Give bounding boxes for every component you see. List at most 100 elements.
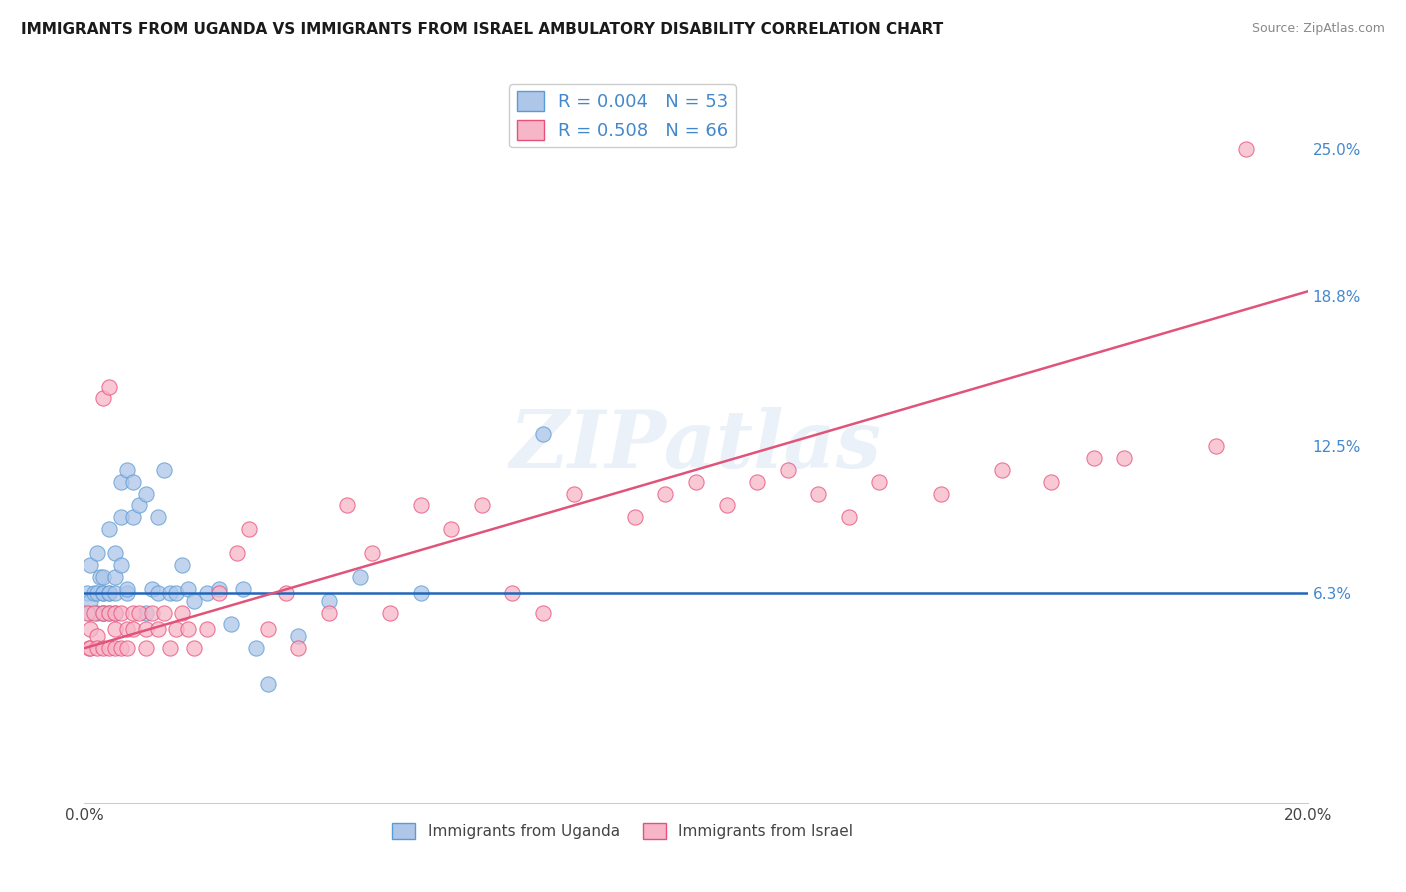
Point [86, 586, 108, 600]
Point [86, 641, 108, 656]
Point [177, 622, 200, 636]
Point [83, 606, 105, 620]
Point [89, 570, 111, 584]
Point [624, 510, 647, 524]
Point [195, 586, 218, 600]
Point [807, 486, 830, 500]
Point [77, 641, 100, 656]
Point [716, 499, 738, 513]
Point [440, 522, 463, 536]
Point [86, 606, 108, 620]
Point [276, 586, 298, 600]
Text: ZIPatlas: ZIPatlas [510, 408, 882, 484]
Point [86, 629, 108, 643]
Point [104, 622, 127, 636]
Point [257, 622, 280, 636]
Point [141, 582, 163, 596]
Point [110, 510, 132, 524]
Point [79, 593, 101, 607]
Point [336, 499, 359, 513]
Point [115, 463, 138, 477]
Point [685, 475, 707, 489]
Point [97, 606, 120, 620]
Point [91, 606, 114, 620]
Point [97, 586, 120, 600]
Point [929, 486, 952, 500]
Point [165, 622, 187, 636]
Point [153, 463, 176, 477]
Point [97, 586, 120, 600]
Point [226, 546, 249, 560]
Point [91, 641, 114, 656]
Point [1114, 450, 1136, 465]
Text: IMMIGRANTS FROM UGANDA VS IMMIGRANTS FROM ISRAEL AMBULATORY DISABILITY CORRELATI: IMMIGRANTS FROM UGANDA VS IMMIGRANTS FRO… [21, 22, 943, 37]
Point [183, 593, 205, 607]
Point [146, 586, 169, 600]
Point [172, 558, 194, 572]
Point [287, 629, 309, 643]
Point [135, 622, 157, 636]
Point [195, 622, 218, 636]
Point [110, 558, 132, 572]
Point [91, 392, 114, 406]
Point [76, 606, 98, 620]
Point [97, 606, 120, 620]
Point [115, 622, 138, 636]
Point [1236, 142, 1258, 156]
Point [318, 606, 340, 620]
Point [208, 586, 231, 600]
Point [91, 586, 114, 600]
Point [122, 510, 145, 524]
Point [183, 641, 205, 656]
Point [159, 586, 181, 600]
Point [91, 606, 114, 620]
Point [122, 622, 145, 636]
Point [104, 570, 127, 584]
Point [409, 499, 432, 513]
Point [97, 379, 120, 393]
Point [1039, 475, 1062, 489]
Point [776, 463, 799, 477]
Point [146, 510, 169, 524]
Point [141, 606, 163, 620]
Point [104, 606, 127, 620]
Point [79, 641, 101, 656]
Point [409, 586, 432, 600]
Point [159, 641, 181, 656]
Point [318, 593, 340, 607]
Point [135, 606, 157, 620]
Point [232, 582, 254, 596]
Point [86, 546, 108, 560]
Point [153, 606, 176, 620]
Point [104, 546, 127, 560]
Point [219, 617, 242, 632]
Point [97, 641, 120, 656]
Text: Source: ZipAtlas.com: Source: ZipAtlas.com [1251, 22, 1385, 36]
Point [502, 586, 524, 600]
Legend: Immigrants from Uganda, Immigrants from Israel: Immigrants from Uganda, Immigrants from … [387, 817, 859, 845]
Point [104, 606, 127, 620]
Point [380, 606, 402, 620]
Point [91, 586, 114, 600]
Point [115, 641, 138, 656]
Point [122, 475, 145, 489]
Point [531, 427, 554, 442]
Point [110, 475, 132, 489]
Point [287, 641, 309, 656]
Point [91, 570, 114, 584]
Point [257, 677, 280, 691]
Point [76, 586, 98, 600]
Point [79, 622, 101, 636]
Point [245, 641, 267, 656]
Point [97, 522, 120, 536]
Point [1205, 439, 1227, 453]
Point [654, 486, 676, 500]
Point [562, 486, 585, 500]
Point [349, 570, 371, 584]
Point [128, 499, 150, 513]
Point [135, 641, 157, 656]
Point [115, 586, 138, 600]
Point [110, 641, 132, 656]
Point [991, 463, 1014, 477]
Point [79, 558, 101, 572]
